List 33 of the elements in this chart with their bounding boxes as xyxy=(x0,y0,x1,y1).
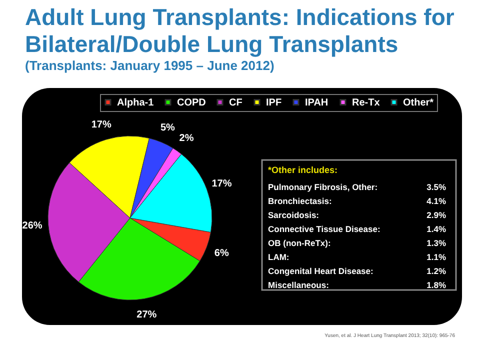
chart-title: Adult Lung Transplants: Indications for Bilateral/Double Lung Transplants xyxy=(25,4,454,57)
data-label: 6% xyxy=(214,248,229,259)
legend-label: Alpha-1 xyxy=(117,97,154,108)
data-label: 27% xyxy=(136,310,157,321)
text: Bronchiectasis: xyxy=(268,196,332,206)
text: 1.1% xyxy=(426,252,446,262)
text: Connective Tissue Disease: xyxy=(268,224,380,234)
data-label: 26% xyxy=(22,220,42,232)
legend-label: IPF xyxy=(266,97,282,108)
text: 4.1% xyxy=(426,196,446,206)
legend-label: IPAH xyxy=(305,97,328,108)
text: 1.4% xyxy=(426,224,446,234)
legend-label: CF xyxy=(229,97,242,108)
text: Congenital Heart Disease: xyxy=(268,266,374,276)
text: 3.5% xyxy=(426,182,446,192)
legend-label: COPD xyxy=(177,97,206,108)
text: Sarcoidosis: xyxy=(268,210,320,220)
text: *Other includes: xyxy=(268,165,338,175)
text: 1.3% xyxy=(426,238,446,248)
text: OB (non-ReTx): xyxy=(268,238,331,248)
chart-subtitle: (Transplants: January 1995 – June 2012) xyxy=(25,58,274,73)
text: 2.9% xyxy=(426,210,446,220)
data-label: 2% xyxy=(179,132,194,144)
legend-label: Other* xyxy=(403,97,434,108)
text: Miscellaneous: xyxy=(268,280,330,290)
text: 1.2% xyxy=(426,266,446,276)
text: 1.8% xyxy=(426,280,446,290)
text: Pulmonary Fibrosis, Other: xyxy=(268,182,378,192)
legend-label: Re-Tx xyxy=(352,97,380,108)
data-label: 17% xyxy=(91,119,112,130)
data-label: 5% xyxy=(160,122,175,134)
data-label: 17% xyxy=(212,178,232,190)
text: LAM: xyxy=(268,252,290,262)
